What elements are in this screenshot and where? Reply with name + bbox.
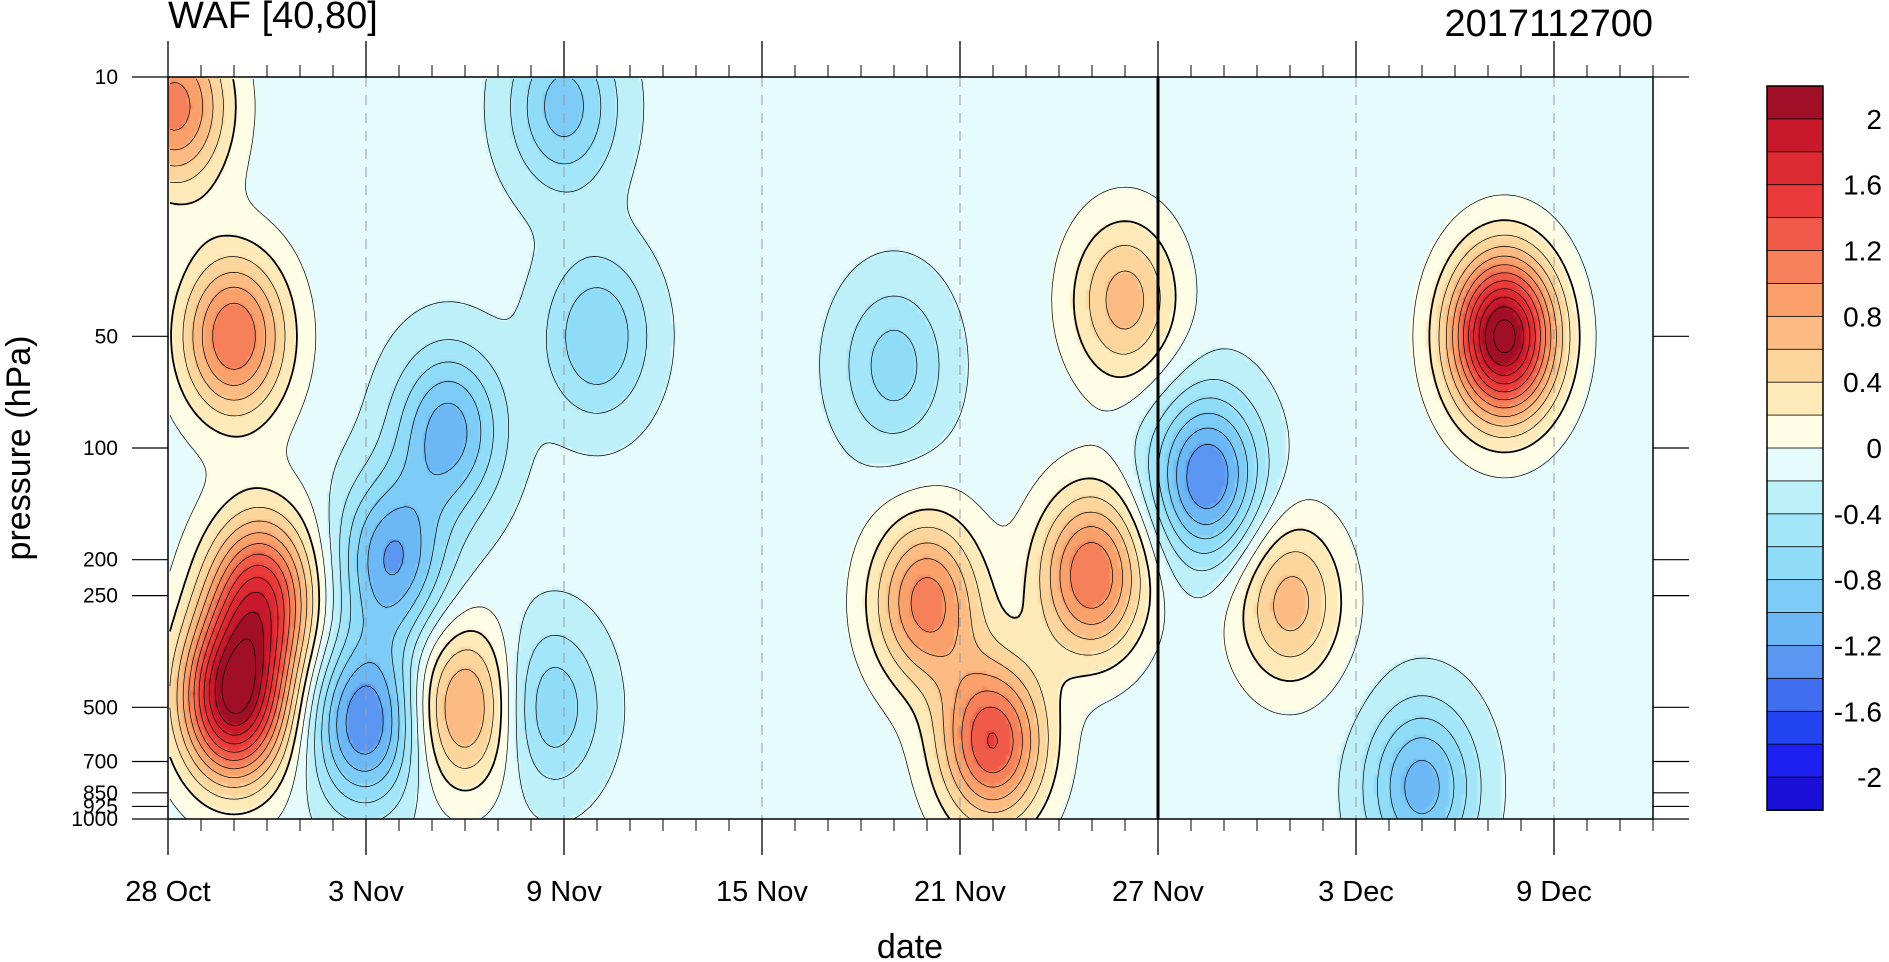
contour-line bbox=[208, 296, 1531, 736]
colorbar-swatch bbox=[1766, 447, 1824, 482]
contour-line bbox=[221, 319, 1516, 714]
colorbar-label: -1.6 bbox=[1834, 696, 1882, 727]
x-tick-label: 3 Dec bbox=[1318, 876, 1394, 908]
colorbar-swatch bbox=[1766, 217, 1824, 252]
colorbar-swatch bbox=[1766, 612, 1824, 647]
contour-fill bbox=[168, 77, 1653, 819]
colorbar-label: 0 bbox=[1866, 433, 1882, 464]
colorbar-swatch bbox=[1766, 381, 1824, 416]
colorbar-swatch bbox=[1766, 348, 1824, 384]
colorbar-label: 2 bbox=[1866, 104, 1882, 135]
contour-line bbox=[169, 78, 1564, 813]
x-tick-label: 3 Nov bbox=[328, 876, 404, 908]
contour-line bbox=[169, 78, 1581, 819]
x-tick-label: 9 Dec bbox=[1516, 876, 1592, 908]
contour-line bbox=[198, 280, 1541, 753]
x-tick-label: 27 Nov bbox=[1112, 876, 1204, 908]
contour-line bbox=[214, 306, 1524, 726]
y-tick-label: 925 bbox=[83, 795, 118, 818]
colorbar-swatch bbox=[1766, 184, 1824, 219]
colorbar-label: -0.8 bbox=[1834, 565, 1882, 596]
y-tick-label: 850 bbox=[83, 782, 118, 805]
x-tick-label: 21 Nov bbox=[914, 876, 1006, 908]
contour-line bbox=[328, 78, 1455, 819]
chart-title-left: WAF [40,80] bbox=[168, 0, 378, 37]
contour-line bbox=[314, 78, 1482, 819]
colorbar-label: 0.8 bbox=[1843, 301, 1882, 332]
colorbar-swatch bbox=[1766, 710, 1824, 746]
colorbar: 2 1.6 1.2 0.8 0.4 0 -0.4 -0.8 -1.2 -1.6 -2 bbox=[1766, 85, 1882, 811]
colorbar-swatch bbox=[1766, 151, 1824, 186]
colorbar-frame bbox=[1766, 85, 1824, 811]
x-tick-label: 15 Nov bbox=[716, 876, 808, 908]
colorbar-swatch bbox=[1766, 579, 1824, 614]
x-tick-label: 28 Oct bbox=[125, 876, 210, 908]
colorbar-label: 1.6 bbox=[1843, 170, 1882, 201]
colorbar-label: -2 bbox=[1857, 762, 1882, 793]
contour-line bbox=[193, 272, 1546, 774]
contour-line bbox=[169, 78, 1571, 819]
y-tick-label: 250 bbox=[83, 585, 118, 608]
y-tick-label: 1000 bbox=[71, 808, 118, 831]
y-tick-label: 50 bbox=[95, 325, 118, 348]
colorbar-swatch bbox=[1766, 776, 1824, 811]
contour-line bbox=[169, 78, 1557, 801]
colorbar-swatch bbox=[1766, 414, 1824, 449]
contour-line bbox=[336, 402, 1440, 815]
colorbar-swatch bbox=[1766, 677, 1824, 713]
y-tick-label: 100 bbox=[83, 437, 118, 460]
colorbar-swatch bbox=[1766, 250, 1824, 285]
colorbar-swatch bbox=[1766, 743, 1824, 778]
colorbar-swatch bbox=[1766, 645, 1824, 680]
contour-line bbox=[305, 78, 1506, 819]
chart-title-right: 2017112700 bbox=[1444, 3, 1653, 45]
y-tick-label: 500 bbox=[83, 696, 118, 719]
x-axis-label: date bbox=[877, 928, 943, 962]
contour-plot-area bbox=[167, 76, 1654, 820]
contour-line bbox=[169, 78, 1597, 819]
y-tick-label: 200 bbox=[83, 549, 118, 572]
colorbar-swatch bbox=[1766, 283, 1824, 318]
y-tick-label: 10 bbox=[95, 66, 118, 89]
colorbar-swatch bbox=[1766, 85, 1824, 120]
colorbar-label: -0.4 bbox=[1834, 499, 1882, 530]
x-axis: 28 Oct 3 Nov 9 Nov 15 Nov 21 Nov 27 Nov 3 Dec 9… bbox=[125, 41, 1654, 908]
y-axis-label: pressure (hPa) bbox=[0, 336, 38, 561]
colorbar-label: 1.2 bbox=[1843, 236, 1882, 267]
contour-line bbox=[203, 288, 1536, 745]
x-tick-label: 9 Nov bbox=[526, 876, 602, 908]
contour-line bbox=[345, 444, 1229, 755]
colorbar-swatch bbox=[1766, 480, 1824, 515]
contour-line bbox=[169, 82, 1552, 788]
colorbar-label: 0.4 bbox=[1843, 367, 1882, 398]
colorbar-swatch bbox=[1766, 118, 1824, 153]
y-tick-label: 700 bbox=[83, 751, 118, 774]
colorbar-swatch bbox=[1766, 315, 1824, 351]
colorbar-label: -1.2 bbox=[1834, 630, 1882, 661]
colorbar-swatch bbox=[1766, 513, 1824, 548]
colorbar-swatch bbox=[1766, 546, 1824, 581]
